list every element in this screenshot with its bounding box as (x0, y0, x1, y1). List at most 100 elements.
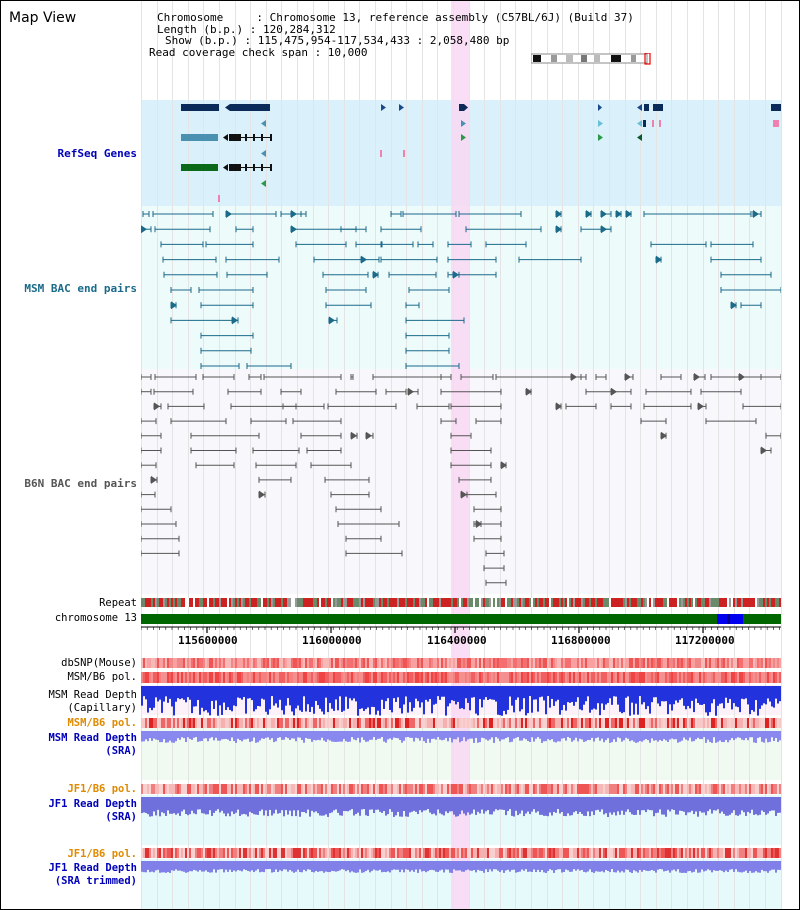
grid-line (765, 1, 766, 909)
bac-pair-row[interactable] (200, 332, 450, 339)
msm-bac-end-pairs-track[interactable] (141, 206, 781, 369)
gene-row[interactable] (181, 104, 781, 111)
b6n-bac-end-pairs-track[interactable] (141, 369, 781, 594)
bac-pair-row[interactable] (141, 490, 497, 499)
gene-row[interactable] (218, 180, 266, 202)
grid-line (406, 1, 407, 909)
bac-pair-row[interactable] (141, 446, 772, 455)
label-line: (SRA trimmed) (54, 875, 137, 887)
read-depth-plot[interactable] (141, 686, 781, 716)
grid-line (671, 1, 672, 909)
grid-line (375, 1, 376, 909)
variation-tracks[interactable] (141, 651, 781, 891)
track-label-chromosome[interactable]: chromosome 13 (54, 612, 137, 624)
read-depth-plot[interactable] (141, 797, 781, 817)
bac-pair-row[interactable] (141, 431, 781, 440)
grid-line (235, 1, 236, 909)
bac-pair-row[interactable] (153, 402, 781, 411)
heat-strip[interactable] (141, 718, 781, 728)
bac-pair-row[interactable] (163, 270, 772, 279)
label-line: MSM Read Depth (48, 689, 137, 701)
bac-pair-row[interactable] (141, 418, 757, 425)
heat-strip[interactable] (141, 658, 781, 668)
grid-line (157, 1, 158, 909)
track-label-msm-b6-pol-2[interactable]: MSM/B6 pol. (67, 717, 137, 729)
track-label-b6n-bac[interactable]: B6N BAC end pairs (24, 477, 137, 490)
track-label-jf1-b6-pol-2[interactable]: JF1/B6 pol. (67, 848, 137, 860)
bac-pair-row[interactable] (141, 506, 502, 513)
grid-line (656, 1, 657, 909)
grid-line (422, 1, 423, 909)
gene-row[interactable] (181, 134, 642, 141)
bac-pair-row[interactable] (170, 316, 465, 325)
grid-line (500, 1, 501, 909)
grid-line (297, 1, 298, 909)
track-label-jf1-depth-trim[interactable]: JF1 Read Depth (SRA trimmed) (1, 862, 137, 888)
bac-pair-row[interactable] (200, 363, 460, 369)
grid-line (484, 1, 485, 909)
grid-line (562, 1, 563, 909)
track-label-jf1-b6-pol[interactable]: JF1/B6 pol. (67, 783, 137, 795)
track-label-msm-b6-pol[interactable]: MSM/B6 pol. (67, 671, 137, 683)
bac-pair-row[interactable] (141, 520, 502, 528)
bac-pair-row[interactable] (141, 550, 505, 557)
track-label-dbsnp[interactable]: dbSNP(Mouse) (61, 657, 137, 669)
chromosome-line: Chromosome : Chromosome 13, reference as… (157, 11, 634, 24)
track-label-msm-depth-cap[interactable]: MSM Read Depth (Capillary) (1, 689, 137, 715)
grid-line (703, 1, 704, 909)
grid-line (718, 1, 719, 909)
gene-row[interactable] (261, 150, 405, 157)
grid-line (203, 1, 204, 909)
axis-tick-label: 117200000 (675, 634, 735, 647)
bac-pair-row[interactable] (141, 387, 742, 396)
bac-pair-row[interactable] (160, 241, 754, 248)
track-label-msm-depth-sra[interactable]: MSM Read Depth (SRA) (1, 732, 137, 758)
track-label-jf1-depth-sra[interactable]: JF1 Read Depth (SRA) (1, 798, 137, 824)
chromosome-bar[interactable] (141, 613, 781, 625)
track-label-repeat[interactable]: Repeat (99, 597, 137, 609)
gene-row[interactable] (181, 164, 272, 171)
refseq-genes-track[interactable] (141, 100, 781, 206)
bac-pair-row[interactable] (483, 565, 505, 572)
read-depth-plot[interactable] (141, 861, 781, 873)
grid-line (391, 1, 392, 909)
grid-line (578, 1, 579, 909)
bac-pair-row[interactable] (170, 301, 762, 310)
grid-line (749, 1, 750, 909)
bac-pair-row[interactable] (142, 210, 762, 218)
bac-pair-row[interactable] (200, 347, 450, 354)
grid-line (328, 1, 329, 909)
axis-tick-label: 116000000 (302, 634, 362, 647)
label-line: MSM Read Depth (48, 732, 137, 744)
chromosome-info: Chromosome : Chromosome 13, reference as… (149, 12, 634, 58)
bac-pair-row[interactable] (162, 255, 762, 264)
page-title: Map View (9, 10, 77, 26)
heat-strip[interactable] (141, 672, 781, 683)
gene-row[interactable] (261, 120, 779, 127)
axis-tick-label: 116400000 (427, 634, 487, 647)
grid-line (172, 1, 173, 909)
bac-pair-row[interactable] (141, 461, 507, 470)
bac-pair-row[interactable] (141, 535, 502, 542)
repeat-track[interactable] (141, 598, 781, 608)
read-span-line: Read coverage check span : 10,000 (149, 45, 368, 59)
bac-pair-row[interactable] (141, 225, 612, 234)
bac-pair-row[interactable] (485, 579, 507, 586)
grid-line (640, 1, 641, 909)
bac-pair-row[interactable] (150, 475, 492, 484)
heat-strip[interactable] (141, 784, 781, 794)
label-line: (Capillary) (67, 702, 137, 714)
chromosome-ideogram[interactable] (531, 53, 653, 65)
bac-pair-row[interactable] (170, 287, 781, 293)
grid-line (359, 1, 360, 909)
heat-strip[interactable] (141, 848, 781, 858)
track-label-refseq[interactable]: RefSeq Genes (57, 147, 137, 160)
grid-line (188, 1, 189, 909)
bac-pair-row[interactable] (141, 373, 781, 381)
read-depth-plot[interactable] (141, 731, 781, 743)
track-label-msm-bac[interactable]: MSM BAC end pairs (24, 282, 137, 295)
grid-line (531, 1, 532, 909)
label-line: JF1 Read Depth (48, 798, 137, 810)
grid-line (281, 1, 282, 909)
